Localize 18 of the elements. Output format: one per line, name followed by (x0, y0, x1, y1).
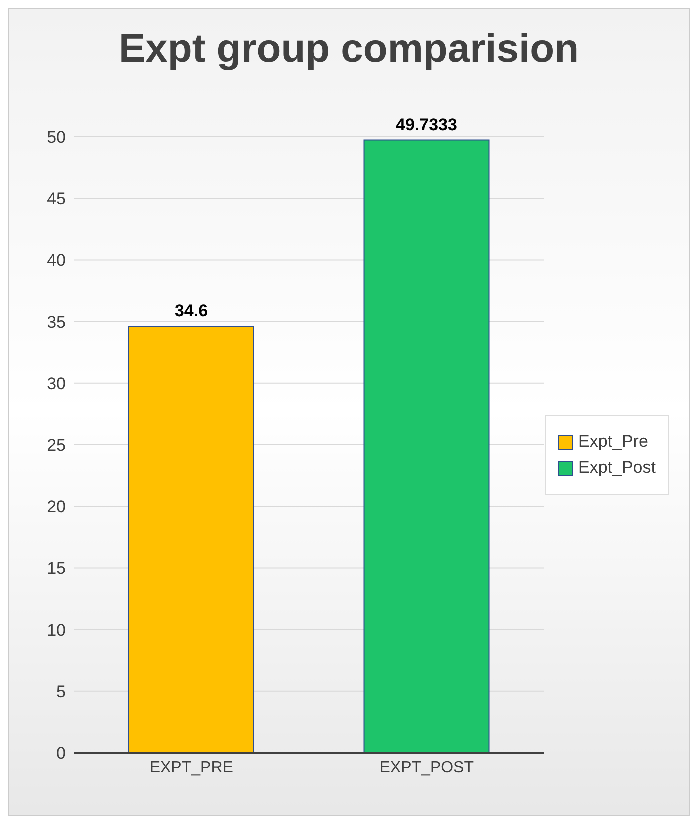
y-tick-label: 50 (47, 128, 66, 148)
y-tick-label: 15 (47, 559, 66, 578)
data-label: 49.7333 (396, 115, 458, 134)
y-tick-label: 45 (47, 190, 66, 209)
y-tick-label: 40 (47, 251, 66, 270)
legend-label: Expt_Pre (578, 432, 648, 452)
x-tick-label: EXPT_POST (380, 759, 474, 776)
y-tick-label: 0 (56, 744, 66, 764)
chart-title: Expt group comparision (118, 26, 580, 73)
y-tick-label: 5 (56, 682, 66, 702)
data-label: 34.6 (174, 302, 208, 321)
y-tick-label: 25 (47, 436, 66, 456)
x-tick-label: EXPT_PRE (150, 759, 234, 776)
y-tick-label: 30 (47, 374, 66, 394)
y-tick-label: 10 (47, 620, 66, 640)
legend-label: Expt_Post (578, 458, 656, 478)
y-tick-label: 35 (47, 312, 66, 332)
y-tick-label: 20 (47, 498, 66, 517)
